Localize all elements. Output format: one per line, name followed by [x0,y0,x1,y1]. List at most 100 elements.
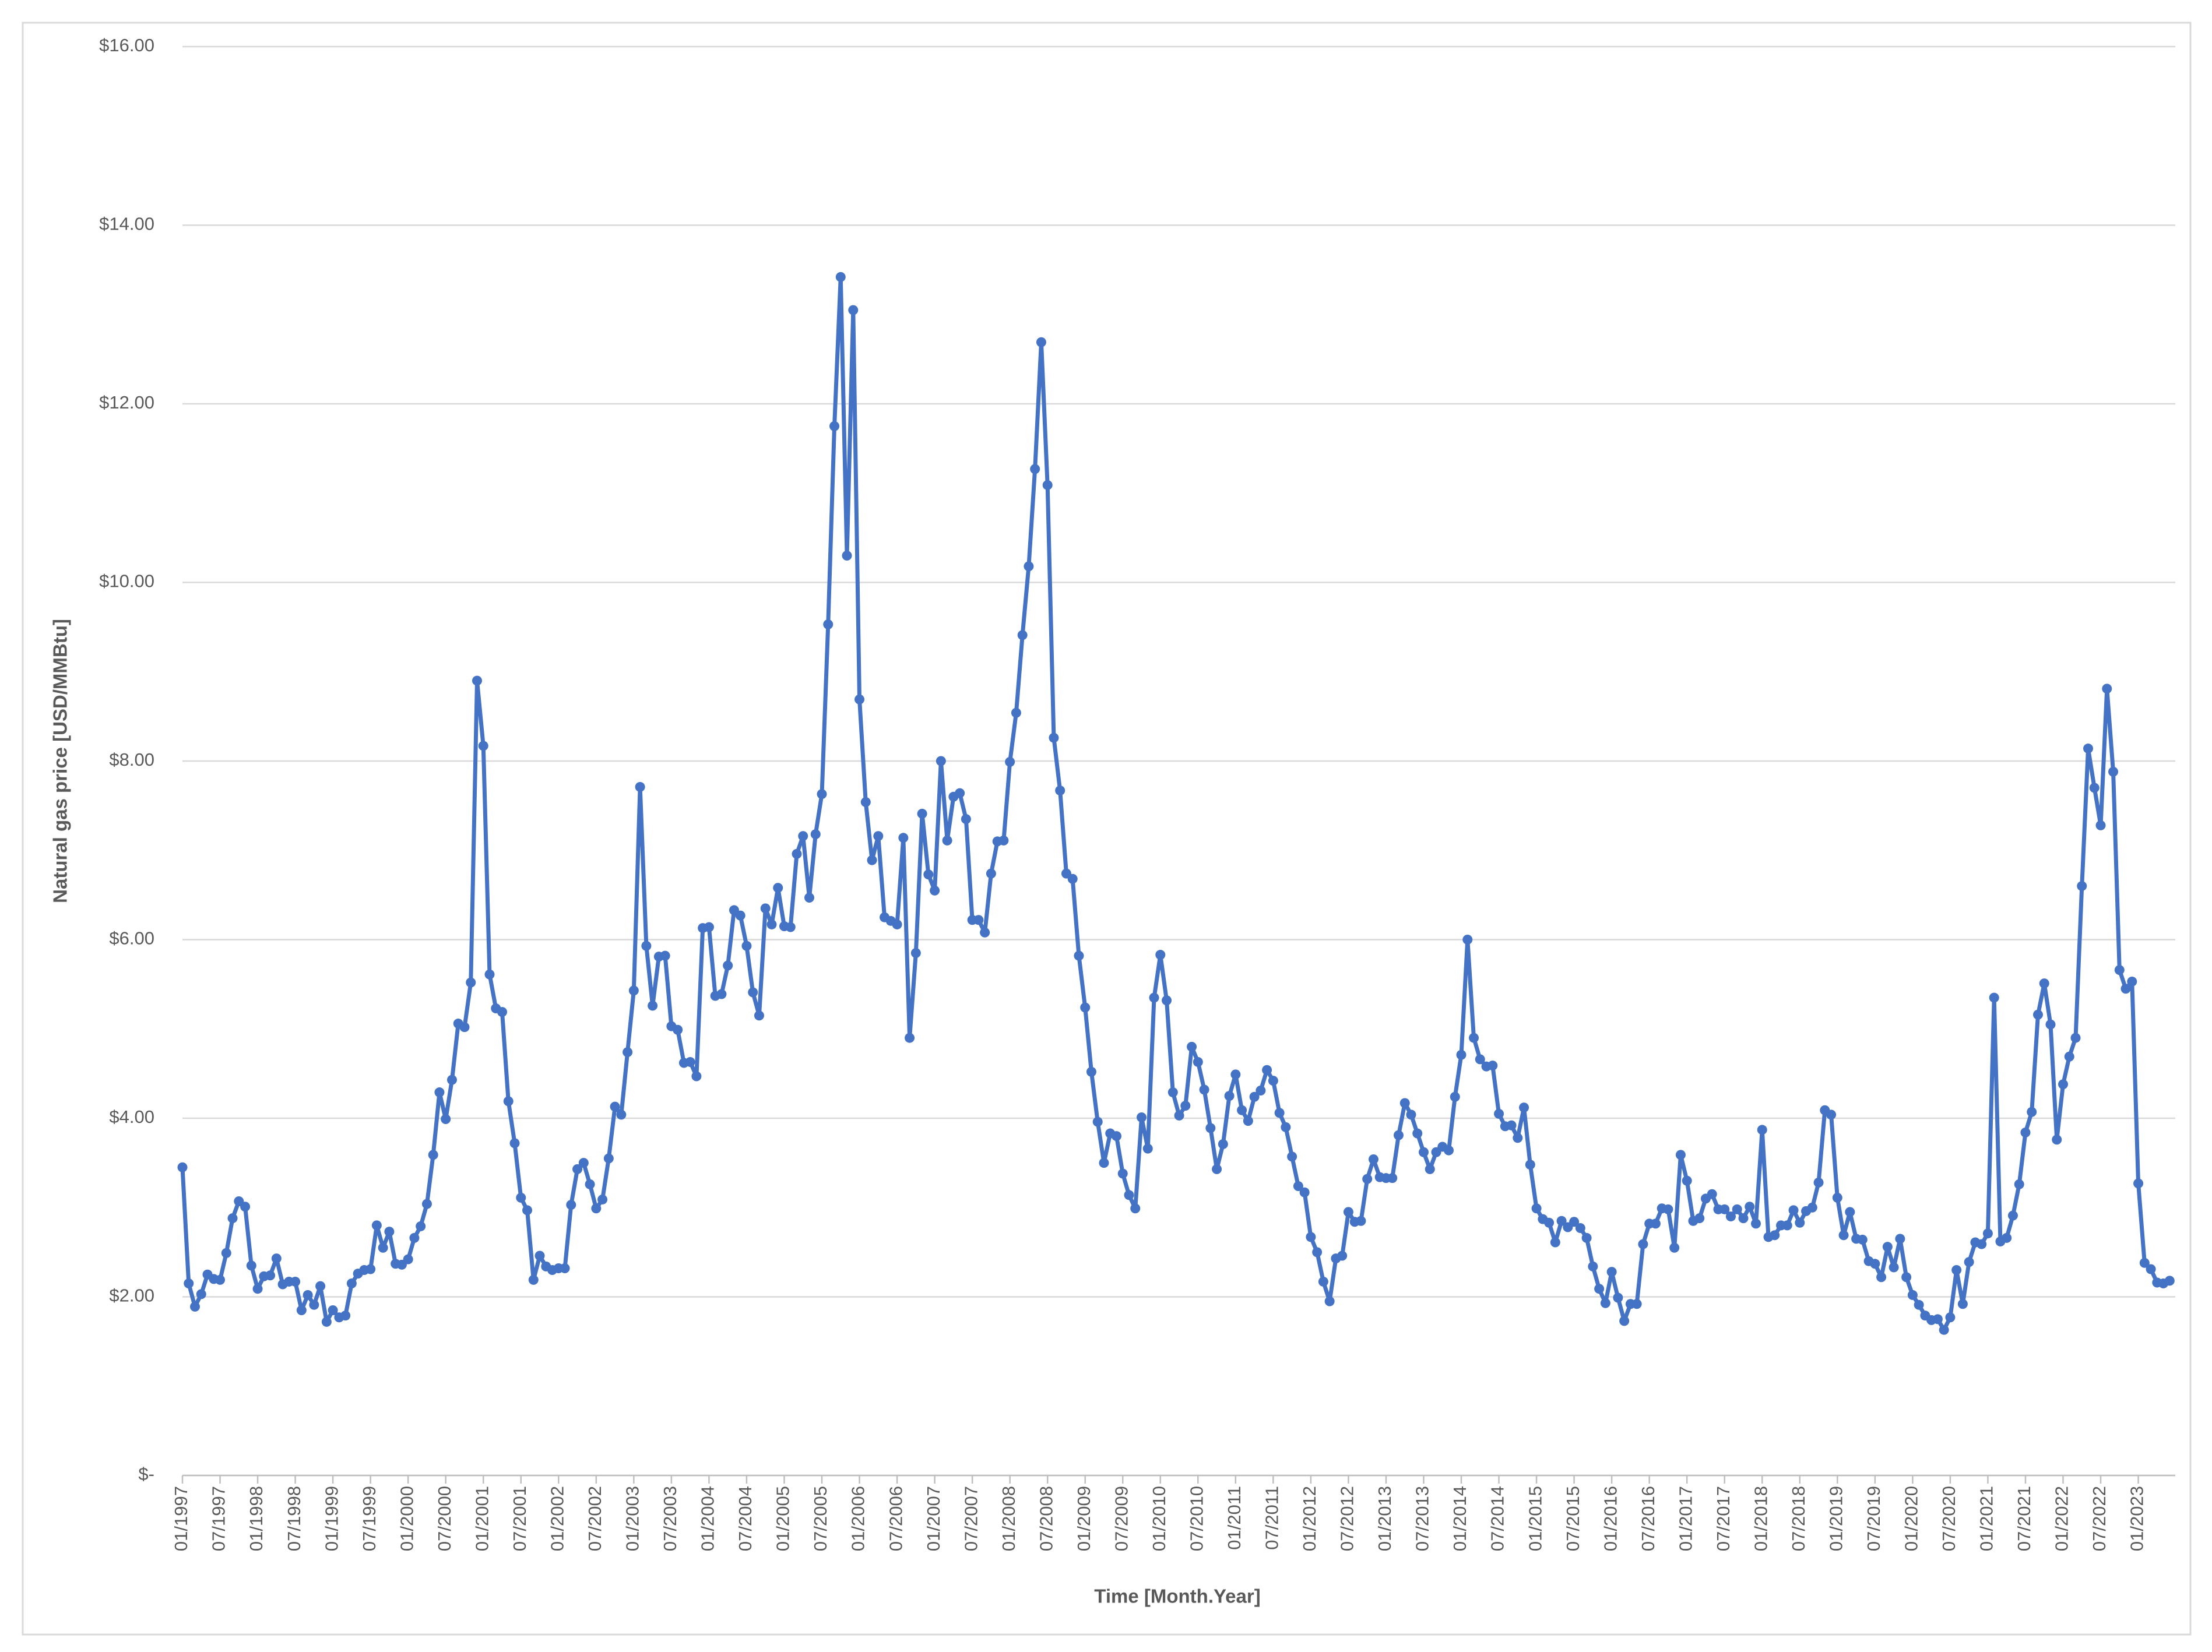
data-point [509,1138,520,1149]
data-point [2133,1178,2144,1189]
series-line [180,274,2171,1332]
data-point [2032,1009,2043,1020]
data-point [1024,561,1034,572]
x-tick-label: 01/2012 [1299,1486,1320,1551]
data-point [1957,1299,1968,1309]
data-point [421,1199,432,1209]
x-tick-label: 07/2001 [509,1486,530,1551]
data-point [1393,1130,1404,1140]
data-point [246,1260,256,1271]
data-point [1205,1123,1216,1133]
data-point [873,831,884,841]
data-point [2064,1051,2074,1062]
data-point [1130,1203,1141,1214]
data-point [1600,1298,1610,1308]
x-tick-label: 07/2013 [1412,1486,1433,1551]
data-point [1262,1065,1272,1075]
data-point [303,1290,313,1300]
data-point [215,1274,226,1285]
y-tick-label: $14.00 [99,214,154,234]
data-point [315,1281,326,1291]
data-point [1519,1102,1529,1113]
data-point [1494,1108,1504,1119]
data-point [497,1007,508,1017]
data-point [1838,1230,1849,1241]
data-point [1675,1150,1686,1160]
x-tick-label: 01/2011 [1224,1486,1244,1550]
data-point [252,1284,263,1294]
x-tick-label: 07/2021 [2014,1486,2034,1551]
data-point [603,1153,614,1164]
data-point [1745,1202,1755,1212]
data-point [1469,1033,1479,1043]
x-tick-label: 01/2022 [2052,1486,2072,1551]
data-point [2045,1019,2056,1030]
data-point [628,985,639,996]
x-tick-label: 07/2010 [1186,1486,1207,1551]
data-point [1111,1131,1121,1142]
data-point [1237,1105,1247,1115]
data-point [685,1056,695,1067]
data-point [1845,1207,1855,1217]
data-point [1287,1151,1297,1162]
data-point [1030,464,1040,474]
data-point [196,1289,206,1299]
data-point [1399,1098,1410,1108]
data-point [446,1075,457,1085]
data-point [2039,978,2049,989]
data-point [1506,1120,1517,1130]
data-point [1412,1128,1423,1139]
data-point [1387,1173,1398,1183]
data-point [1487,1061,1498,1071]
x-tick-label: 01/2018 [1750,1486,1771,1551]
data-point [961,814,971,825]
data-point [190,1301,201,1312]
data-point [384,1227,395,1237]
data-point [566,1200,576,1210]
data-point [923,869,934,880]
x-tick-label: 07/2004 [735,1486,755,1551]
data-point [1982,1228,1993,1239]
data-point [823,619,834,630]
data-point [1167,1087,1178,1098]
data-point [980,927,990,938]
data-point [1293,1181,1303,1191]
data-point [1337,1251,1348,1261]
data-point [591,1203,602,1214]
data-point [810,829,821,840]
data-point [905,1033,915,1043]
x-tick-label: 01/2009 [1074,1486,1094,1551]
data-point [917,808,927,819]
data-point [1901,1272,1912,1283]
data-point [271,1253,282,1264]
data-point [1249,1091,1260,1102]
data-point [2020,1128,2031,1138]
data-point [635,781,645,792]
data-point [1324,1296,1335,1306]
data-point [973,915,984,925]
data-point [1669,1242,1680,1253]
data-point [309,1299,319,1310]
x-tick-label: 01/2023 [2127,1486,2147,1551]
x-tick-label: 07/2022 [2089,1486,2109,1551]
data-point [560,1263,570,1273]
data-point [854,694,865,705]
data-point [1212,1164,1222,1174]
data-point [2127,977,2137,987]
data-point [1575,1223,1585,1233]
data-point [265,1270,276,1281]
x-tick-label: 07/2018 [1788,1486,1809,1551]
data-point [1444,1145,1454,1156]
data-point [1732,1204,1742,1214]
data-point [522,1205,533,1216]
data-point [428,1150,438,1160]
data-point [2077,881,2087,892]
data-point [1418,1147,1429,1157]
data-point [221,1248,231,1258]
data-point [2083,744,2094,754]
data-point [1343,1207,1353,1217]
x-tick-label: 01/1999 [321,1486,342,1551]
data-point [648,1001,658,1011]
data-point [1036,337,1046,347]
x-tick-label: 07/2020 [1939,1486,1959,1551]
